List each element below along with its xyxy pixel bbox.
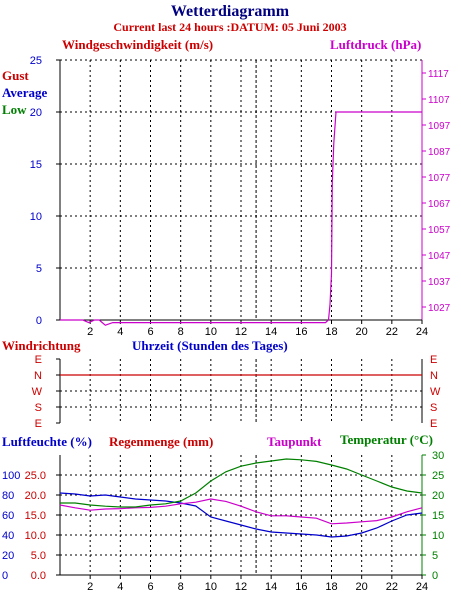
wind-speed-title: Windgeschwindigkeit (m/s) — [62, 37, 213, 52]
direction-y-tick-label-left: E — [35, 354, 42, 366]
page-title: Wetterdiagramm — [171, 3, 290, 20]
pressure-y-tick-label: 1027 — [428, 303, 451, 314]
wind-x-tick-label: 24 — [416, 326, 428, 338]
wind-x-tick-label: 18 — [325, 326, 337, 338]
rain-y-tick-label: 5.0 — [31, 550, 46, 562]
wind-x-tick-label: 16 — [295, 326, 307, 338]
humidity-y-tick-label: 100 — [2, 470, 20, 482]
humidity-x-tick-label: 4 — [117, 581, 123, 593]
pressure-y-tick-label: 1097 — [428, 121, 451, 132]
rain-y-tick-label: 25.0 — [25, 470, 46, 482]
dewpoint-title: Taupunkt — [267, 434, 322, 449]
direction-y-tick-label-right: E — [430, 418, 437, 430]
wind-y-tick-label: 0 — [36, 315, 42, 327]
direction-y-tick-label-right: S — [430, 402, 437, 414]
humidity-x-tick-label: 12 — [235, 581, 247, 593]
direction-y-tick-label-left: N — [34, 370, 42, 382]
wind-x-tick-label: 20 — [356, 326, 368, 338]
humidity-x-tick-label: 24 — [416, 581, 428, 593]
humidity-x-tick-label: 2 — [87, 581, 93, 593]
temperature-line — [60, 458, 423, 508]
wind-x-tick-label: 8 — [178, 326, 184, 338]
direction-y-tick-label-left: E — [35, 418, 42, 430]
humidity-y-tick-label: 20 — [2, 550, 14, 562]
humidity-x-tick-label: 16 — [295, 581, 307, 593]
wind-pressure-panel: 0 5 10 15 20 25 1027 1037 1047 1057 1067 1077 1087 10… — [30, 55, 451, 338]
rain-y-tick-label: 0.0 — [31, 570, 46, 582]
wind-x-tick-label: 22 — [386, 326, 398, 338]
rain-y-tick-label: 10.0 — [25, 530, 46, 542]
wind-x-tick-label: 2 — [87, 326, 93, 338]
wind-x-tick-label: 14 — [265, 326, 277, 338]
wind-y-tick-label: 10 — [30, 211, 42, 223]
direction-y-tick-label-right: E — [430, 354, 437, 366]
direction-y-tick-label-right: N — [430, 370, 438, 382]
humidity-title: Luftfeuchte (%) — [2, 434, 92, 449]
pressure-y-tick-label: 1117 — [428, 69, 449, 80]
temperature-y-tick-label: 0 — [432, 570, 438, 582]
humidity-x-tick-label: 20 — [356, 581, 368, 593]
dewpoint-line — [59, 498, 423, 525]
humidity-x-tick-label: 8 — [178, 581, 184, 593]
temperature-y-tick-label: 15 — [432, 510, 444, 522]
time-axis-label: Uhrzeit (Stunden des Tages) — [132, 338, 288, 353]
rain-title: Regenmenge (mm) — [109, 434, 213, 449]
page-subtitle: Current last 24 hours :DATUM: 05 Juni 20… — [113, 20, 346, 34]
pressure-y-tick-label: 1037 — [428, 277, 451, 288]
pressure-line — [60, 111, 422, 326]
wind-y-tick-label: 15 — [30, 159, 42, 171]
marks-layer — [59, 111, 423, 538]
humidity-y-tick-label: 40 — [2, 530, 14, 542]
pressure-y-tick-label: 1057 — [428, 225, 451, 236]
wind-y-tick-label: 25 — [30, 55, 42, 67]
humidity-x-tick-label: 14 — [265, 581, 277, 593]
temperature-y-tick-label: 10 — [432, 530, 444, 542]
temperature-y-tick-label: 20 — [432, 490, 444, 502]
wind-x-tick-label: 10 — [205, 326, 217, 338]
humidity-y-tick-label: 60 — [2, 510, 14, 522]
humidity-line — [59, 492, 423, 538]
humidity-temperature-panel: 0 5 10 15 20 25 30 0.0 5.0 10.0 15.0 20.0 25.0 0 20 40 6… — [2, 450, 444, 593]
pressure-y-tick-label: 1077 — [428, 173, 451, 184]
legend-gust: Gust — [2, 68, 29, 83]
direction-y-tick-label-right: W — [430, 386, 441, 398]
humidity-y-tick-label: 80 — [2, 490, 14, 502]
legend-average: Average — [2, 85, 47, 100]
wind-x-tick-label: 12 — [235, 326, 247, 338]
direction-y-tick-label-left: W — [32, 386, 43, 398]
axes-layer: 0510152025102710371047105710671077108710… — [2, 55, 451, 593]
pressure-y-tick-label: 1087 — [428, 147, 451, 158]
pressure-title: Luftdruck (hPa) — [330, 37, 421, 52]
rain-y-tick-label: 15.0 — [25, 510, 46, 522]
wind-x-tick-label: 4 — [117, 326, 123, 338]
legend-low: Low — [2, 102, 27, 117]
humidity-x-tick-label: 10 — [205, 581, 217, 593]
humidity-x-tick-label: 22 — [386, 581, 398, 593]
pressure-y-tick-label: 1047 — [428, 251, 451, 262]
pressure-y-tick-label: 1067 — [428, 199, 451, 210]
wind-y-tick-label: 5 — [36, 263, 42, 275]
temperature-y-tick-label: 5 — [432, 550, 438, 562]
wind-y-tick-label: 20 — [30, 107, 42, 119]
temperature-title: Temperatur (°C) — [340, 432, 433, 447]
humidity-y-tick-label: 0 — [2, 570, 8, 582]
wind-x-tick-label: 6 — [147, 326, 153, 338]
rain-y-tick-label: 20.0 — [25, 490, 46, 502]
temperature-y-tick-label: 25 — [432, 470, 444, 482]
temperature-y-tick-label: 30 — [432, 450, 444, 462]
wind-direction-title: Windrichtung — [2, 338, 81, 353]
humidity-x-tick-label: 6 — [147, 581, 153, 593]
pressure-y-tick-label: 1107 — [428, 95, 450, 106]
wind-direction-panel: E EN NW WS SE E — [32, 354, 441, 430]
humidity-x-tick-label: 18 — [325, 581, 337, 593]
direction-y-tick-label-left: S — [35, 402, 42, 414]
